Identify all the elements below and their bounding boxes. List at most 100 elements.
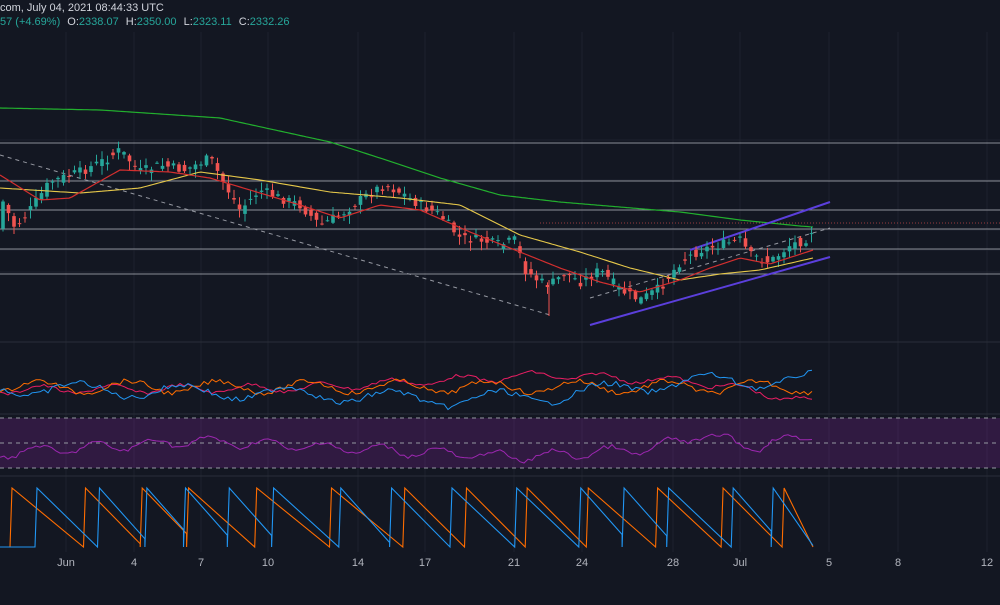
candle-body xyxy=(749,247,753,252)
open-label: O: xyxy=(67,16,79,28)
candle-body xyxy=(413,197,418,206)
candle-body xyxy=(248,198,253,200)
candle-body xyxy=(490,238,495,240)
candle-body xyxy=(787,246,792,252)
candle-body xyxy=(633,290,638,300)
candle-body xyxy=(369,196,374,198)
candle-body xyxy=(331,214,335,223)
x-tick-label: Jul xyxy=(732,557,748,569)
candle-body xyxy=(617,286,621,290)
candle-body xyxy=(23,217,27,219)
candle-body xyxy=(254,195,258,197)
candle-body xyxy=(672,269,676,278)
candle-body xyxy=(666,277,671,279)
osc-line-blue xyxy=(0,369,813,411)
time-axis[interactable]: Jun 4 7 10 14 17 21 24 28 Jul 5 8 12 xyxy=(0,552,1000,600)
candle-body xyxy=(804,243,808,246)
candle-body xyxy=(474,234,478,238)
candle-body xyxy=(210,157,214,159)
candle-body xyxy=(452,222,456,233)
candle-body xyxy=(721,239,726,248)
candle-body xyxy=(166,161,170,167)
candle-body xyxy=(699,252,704,257)
candle-body xyxy=(567,273,572,276)
candle-body xyxy=(72,170,77,173)
candle-body xyxy=(512,236,517,240)
ma-mid-line xyxy=(0,171,814,281)
candle-body xyxy=(204,155,209,166)
candle-body xyxy=(589,276,594,279)
candle-body xyxy=(61,174,66,183)
candle-body xyxy=(50,181,55,183)
x-tick-label: 28 xyxy=(666,557,680,569)
candle-body xyxy=(743,238,748,247)
candle-body xyxy=(17,223,22,225)
candle-body xyxy=(446,219,451,221)
candle-body xyxy=(12,216,16,227)
candle-body xyxy=(391,189,396,193)
x-tick-label: 24 xyxy=(575,557,589,569)
low-value: 2323.11 xyxy=(192,16,232,28)
ma-long-line xyxy=(0,107,814,228)
x-tick-label: Jun xyxy=(57,557,75,569)
candle-body xyxy=(809,233,814,235)
candle-body xyxy=(705,246,709,252)
open-value: 2338.07 xyxy=(78,16,119,28)
low-label: L: xyxy=(183,16,193,28)
candle-body xyxy=(182,164,187,172)
candle-body xyxy=(232,198,236,200)
candle-body xyxy=(342,214,346,216)
candle-body xyxy=(358,196,363,205)
candle-body xyxy=(34,197,38,207)
rsi-line xyxy=(0,433,813,464)
x-tick-label: 7 xyxy=(197,557,205,569)
candle-body xyxy=(336,215,341,217)
candle-body xyxy=(314,212,319,220)
candle-body xyxy=(94,161,99,164)
candle-body xyxy=(237,204,242,210)
candle-body xyxy=(265,188,269,190)
candle-body xyxy=(171,163,176,166)
candle-body xyxy=(67,176,71,178)
candle-body xyxy=(639,297,643,304)
candle-body xyxy=(540,278,544,281)
candle-body xyxy=(771,256,775,262)
high-label: H: xyxy=(125,16,137,28)
candle-body xyxy=(468,241,473,243)
candle-body xyxy=(226,184,231,193)
candle-body xyxy=(287,197,291,202)
candle-body xyxy=(738,236,742,238)
candle-body xyxy=(215,163,220,171)
candle-body xyxy=(347,211,352,216)
aroon-down-line xyxy=(0,486,814,549)
candle-body xyxy=(138,168,143,172)
candle-body xyxy=(496,240,500,242)
symbol-header: com, July 04, 2021 08:44:33 UTC 57 (+4.6… xyxy=(0,0,1000,32)
x-tick-label: 8 xyxy=(894,557,902,569)
candle-body xyxy=(683,259,687,261)
candle-body xyxy=(600,270,605,273)
candle-body xyxy=(270,189,275,197)
candle-body xyxy=(523,261,528,275)
candle-body xyxy=(122,152,126,155)
candle-body xyxy=(259,190,264,192)
channel-lower-line xyxy=(589,256,831,326)
candle-body xyxy=(281,197,286,204)
candle-body xyxy=(793,242,797,249)
candle-body xyxy=(375,186,379,193)
candle-body xyxy=(380,189,385,191)
candle-body xyxy=(298,200,302,209)
candle-body xyxy=(309,209,313,216)
candle-body xyxy=(39,193,44,201)
candle-body xyxy=(655,284,660,293)
candle-body xyxy=(716,248,720,250)
candle-body xyxy=(573,278,577,280)
high-value: 2350.00 xyxy=(136,16,177,28)
candle-body xyxy=(677,267,682,272)
candle-body xyxy=(501,244,506,250)
candle-body xyxy=(650,290,654,295)
candle-body xyxy=(622,289,627,294)
candle-body xyxy=(595,268,599,278)
